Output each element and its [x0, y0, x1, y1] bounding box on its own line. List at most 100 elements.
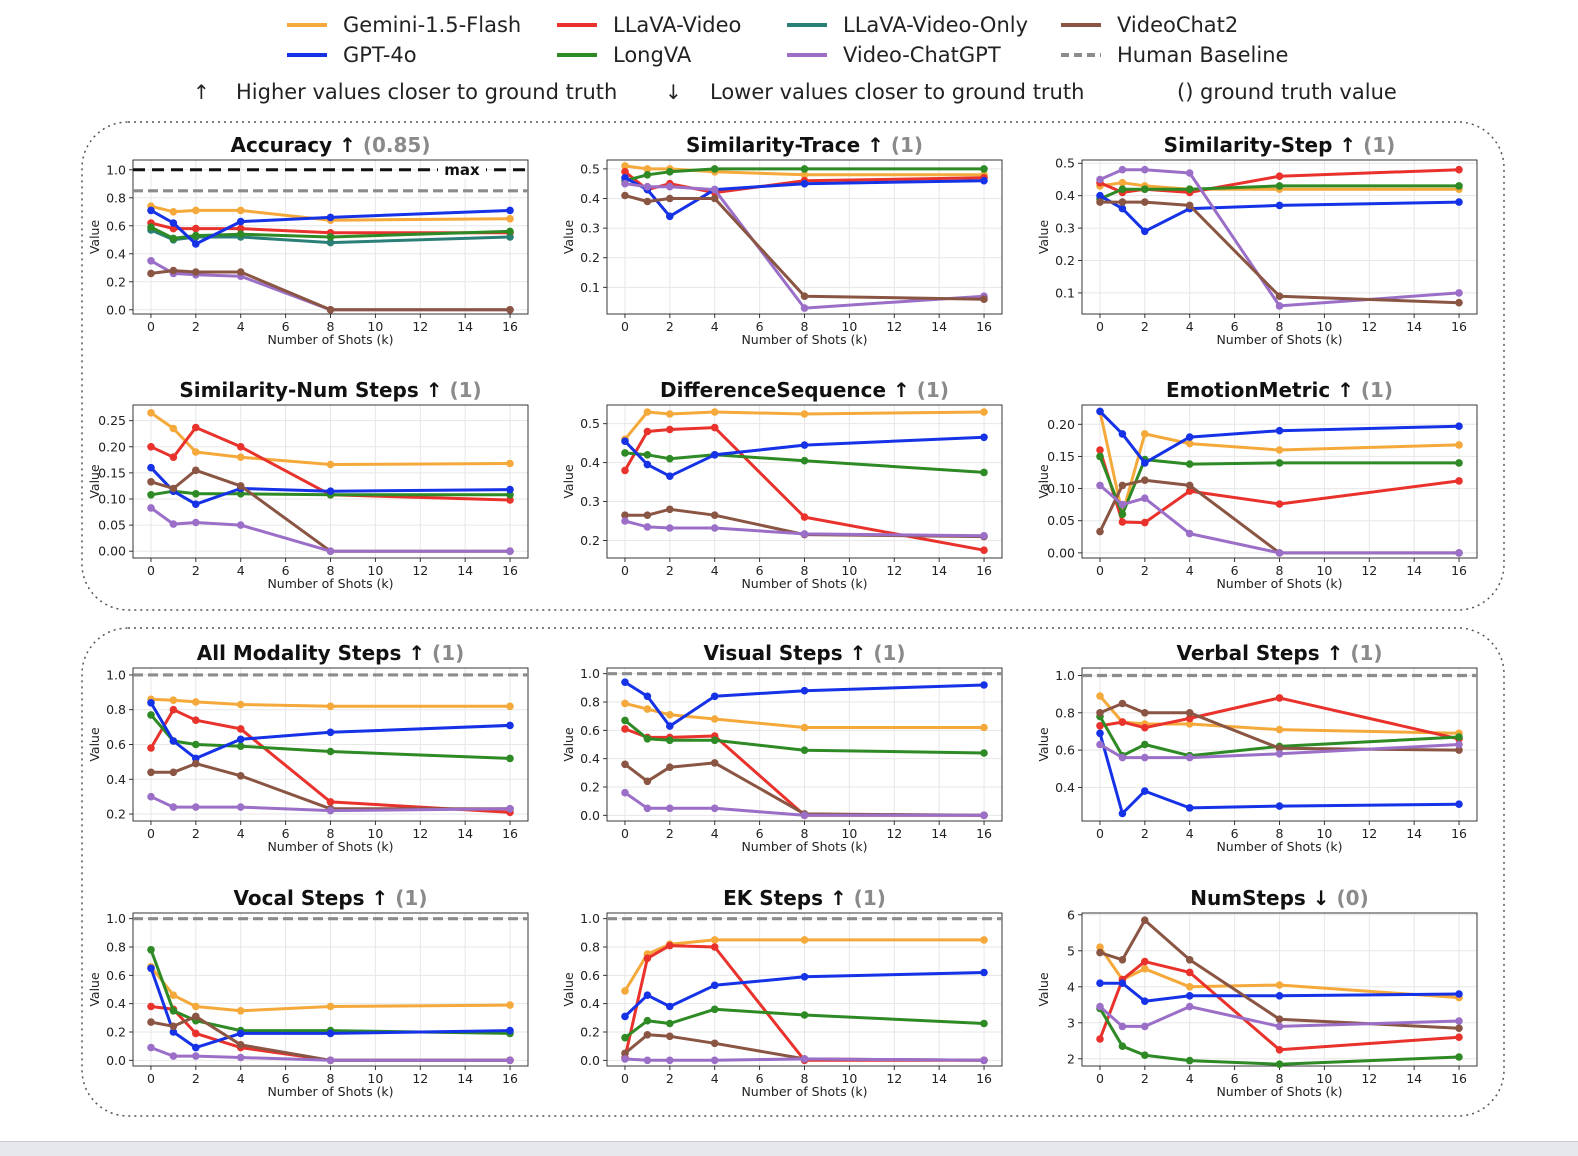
data-point [710, 1056, 719, 1065]
series-gpt-4o [621, 433, 988, 481]
y-tick-label: 0.2 [106, 1025, 126, 1040]
data-point [666, 722, 674, 730]
data-point [192, 268, 200, 276]
legend: Gemini-1.5-Flash LLaVA-Video LLaVA-Video-O… [287, 13, 1288, 67]
data-point [1096, 175, 1104, 184]
data-point [1455, 422, 1463, 431]
data-point [710, 981, 719, 990]
x-axis-label: Number of Shots (k) [267, 839, 393, 854]
x-tick-label: 4 [237, 1071, 245, 1086]
data-point [1118, 430, 1127, 438]
data-point [643, 1016, 652, 1025]
data-point [236, 803, 245, 811]
x-tick-label: 12 [1361, 1071, 1377, 1086]
data-point [800, 304, 809, 312]
data-point [643, 408, 652, 416]
data-point [710, 759, 719, 767]
y-tick-label: 5 [1067, 943, 1075, 958]
y-tick-label: 0.2 [580, 250, 600, 265]
series-videochat2 [147, 266, 514, 314]
y-axis-label: Value [561, 727, 576, 762]
data-point [236, 206, 245, 215]
data-point [621, 191, 629, 200]
series-line [150, 1046, 510, 1062]
x-tick-label: 4 [711, 319, 719, 334]
series-video-chatgpt [1096, 165, 1463, 310]
data-point [1185, 992, 1194, 1000]
data-point [192, 754, 200, 763]
x-tick-label: 4 [711, 826, 719, 841]
legend-item-videochat2: VideoChat2 [1061, 13, 1238, 37]
series-line [624, 791, 984, 817]
data-point [1455, 198, 1463, 206]
chart-title: All Modality Steps ↑ (1) [197, 641, 465, 665]
ground-truth-value: (1) [891, 133, 923, 157]
data-point [192, 1012, 200, 1021]
x-tick-label: 16 [502, 319, 518, 334]
x-tick-label: 6 [756, 1071, 764, 1086]
ground-truth-value: (1) [432, 641, 464, 665]
data-point [621, 1033, 629, 1042]
data-point [710, 692, 719, 701]
series-video-chatgpt [621, 517, 988, 540]
x-tick-label: 4 [1186, 563, 1194, 578]
data-point [666, 711, 674, 719]
data-point [169, 1022, 178, 1031]
x-tick-label: 4 [1186, 826, 1194, 841]
data-point [643, 804, 652, 813]
data-point [1275, 172, 1284, 180]
data-point [1118, 165, 1127, 174]
data-point [621, 725, 629, 733]
data-point [192, 240, 200, 248]
series-llava-video [147, 705, 514, 817]
data-point [169, 705, 178, 714]
data-point [643, 692, 652, 701]
y-tick-label: 0.8 [1055, 705, 1075, 720]
data-point [192, 448, 200, 456]
note-text: Higher values closer to ground truth [236, 80, 617, 104]
ground-truth-value: (1) [873, 641, 905, 665]
data-point [980, 295, 988, 304]
data-point [980, 546, 988, 554]
series-line [623, 426, 985, 552]
ground-truth-value: (1) [449, 378, 481, 402]
y-tick-label: 0.6 [106, 968, 126, 983]
y-tick-label: 0.4 [580, 191, 600, 206]
x-tick-label: 0 [621, 563, 629, 578]
chart-title: Accuracy ↑ (0.85) [230, 133, 430, 157]
data-point [169, 803, 178, 811]
x-tick-label: 0 [147, 563, 155, 578]
data-point [147, 206, 155, 215]
data-point [643, 954, 652, 963]
data-point [666, 182, 674, 191]
series-gpt-4o [1096, 407, 1463, 467]
y-tick-label: 0.6 [580, 968, 600, 983]
data-point [621, 678, 629, 686]
y-tick-label: 0.2 [580, 533, 600, 548]
chart-accuracy: Accuracy ↑ (0.85) 0 2 4 6 8 10 12 14 16 0.0 0.2 0.4 0… [87, 133, 529, 347]
data-point [326, 487, 335, 496]
x-tick-label: 8 [801, 563, 809, 578]
y-tick-label: 0.05 [98, 518, 126, 533]
y-axis-label: Value [1036, 727, 1051, 762]
chart-title: DifferenceSequence ↑ (1) [660, 378, 949, 402]
data-point [192, 698, 200, 706]
series-gpt-4o [147, 699, 514, 763]
series-videochat2 [621, 191, 988, 304]
y-tick-label: 0.6 [106, 218, 126, 233]
chart-verbal-steps: Verbal Steps ↑ (1) 0 2 4 6 8 10 12 14 16 0.4 0.6 0.8… [1036, 641, 1478, 854]
data-point [1455, 1053, 1463, 1061]
data-point [147, 1002, 155, 1011]
data-point [1096, 452, 1104, 461]
data-point [169, 737, 178, 745]
data-point [506, 459, 514, 468]
y-tick-label: 0.25 [98, 413, 126, 428]
data-point [506, 485, 514, 494]
data-point [666, 1002, 674, 1011]
x-tick-label: 2 [1141, 319, 1149, 334]
x-tick-label: 2 [192, 563, 200, 578]
y-tick-label: 1.0 [106, 667, 126, 682]
x-tick-label: 12 [412, 826, 428, 841]
data-point [800, 1055, 809, 1063]
